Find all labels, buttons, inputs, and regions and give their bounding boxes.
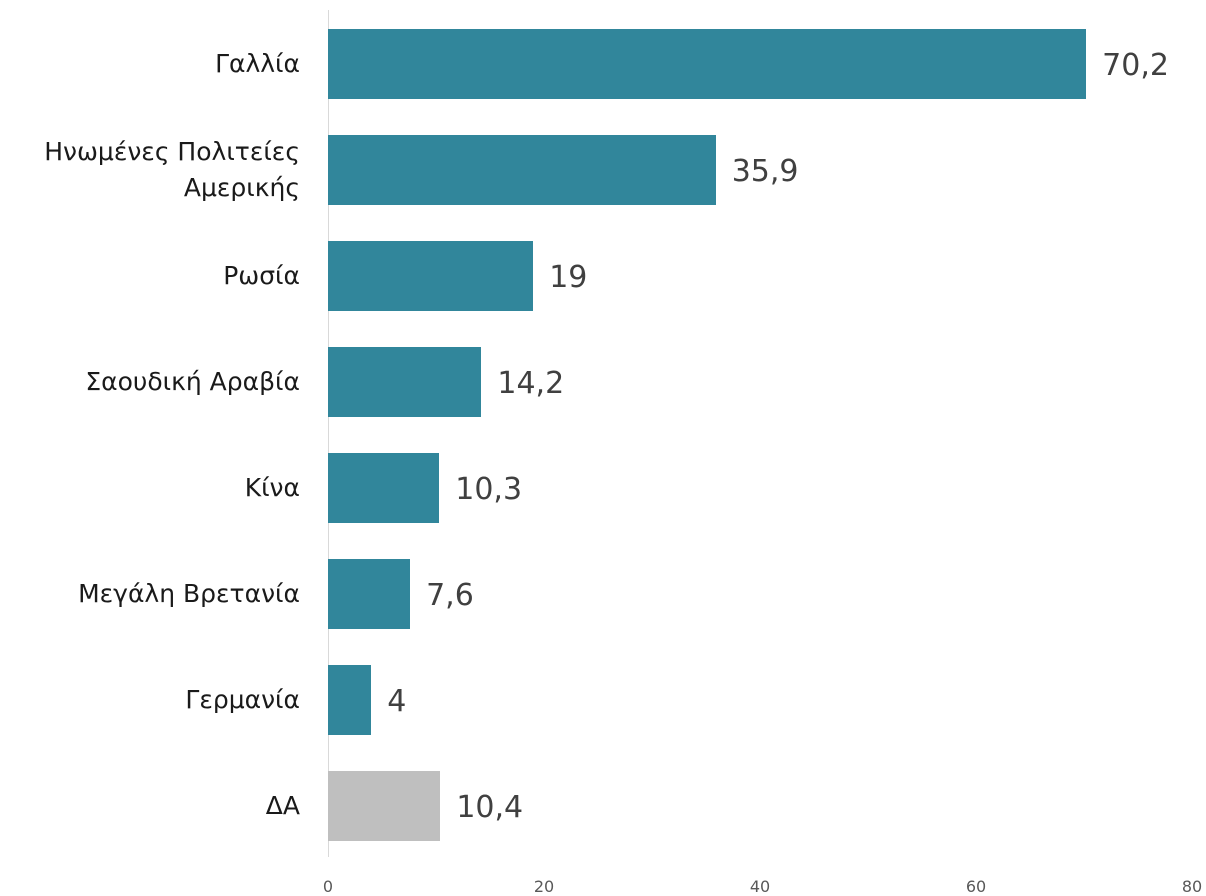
category-text: ΔΑ bbox=[265, 790, 300, 820]
x-tick-label: 40 bbox=[749, 877, 771, 896]
value-label: 19 bbox=[549, 260, 588, 295]
category-label: Ηνωμένες Πολιτείες Αμερικής bbox=[0, 117, 300, 223]
category-text: Ηνωμένες Πολιτείες Αμερικής bbox=[44, 136, 300, 202]
y-axis-line bbox=[328, 10, 329, 857]
x-tick-label: 60 bbox=[965, 877, 987, 896]
bar bbox=[328, 665, 372, 735]
value-label: 70,2 bbox=[1102, 48, 1169, 83]
category-text: Μεγάλη Βρετανία bbox=[78, 578, 300, 608]
value-label: 7,6 bbox=[426, 578, 474, 613]
value-label: 10,3 bbox=[455, 472, 523, 507]
x-tick-label: 80 bbox=[1181, 877, 1203, 896]
category-text: Γαλλία bbox=[215, 48, 300, 78]
x-tick-label: 0 bbox=[322, 877, 334, 896]
bar bbox=[328, 29, 1087, 99]
category-label: Γερμανία bbox=[0, 647, 300, 753]
bar bbox=[328, 135, 716, 205]
value-label: 14,2 bbox=[497, 366, 565, 401]
category-label: Σαουδική Αραβία bbox=[0, 329, 300, 435]
bar bbox=[328, 453, 440, 523]
value-label: 4 bbox=[387, 684, 407, 719]
category-label: Ρωσία bbox=[0, 223, 300, 329]
bar bbox=[328, 241, 534, 311]
value-label: 35,9 bbox=[731, 154, 799, 189]
category-label: Γαλλία bbox=[0, 11, 300, 117]
x-tick-label: 20 bbox=[533, 877, 555, 896]
category-label: ΔΑ bbox=[0, 753, 300, 859]
value-label: 10,4 bbox=[456, 790, 524, 825]
category-text: Γερμανία bbox=[185, 684, 300, 714]
bar bbox=[328, 771, 441, 841]
bar bbox=[328, 559, 411, 629]
category-text: Σαουδική Αραβία bbox=[85, 366, 300, 396]
category-label: Μεγάλη Βρετανία bbox=[0, 541, 300, 647]
bar bbox=[328, 347, 482, 417]
category-text: Κίνα bbox=[244, 472, 300, 502]
category-text: Ρωσία bbox=[223, 260, 300, 290]
category-label: Κίνα bbox=[0, 435, 300, 541]
